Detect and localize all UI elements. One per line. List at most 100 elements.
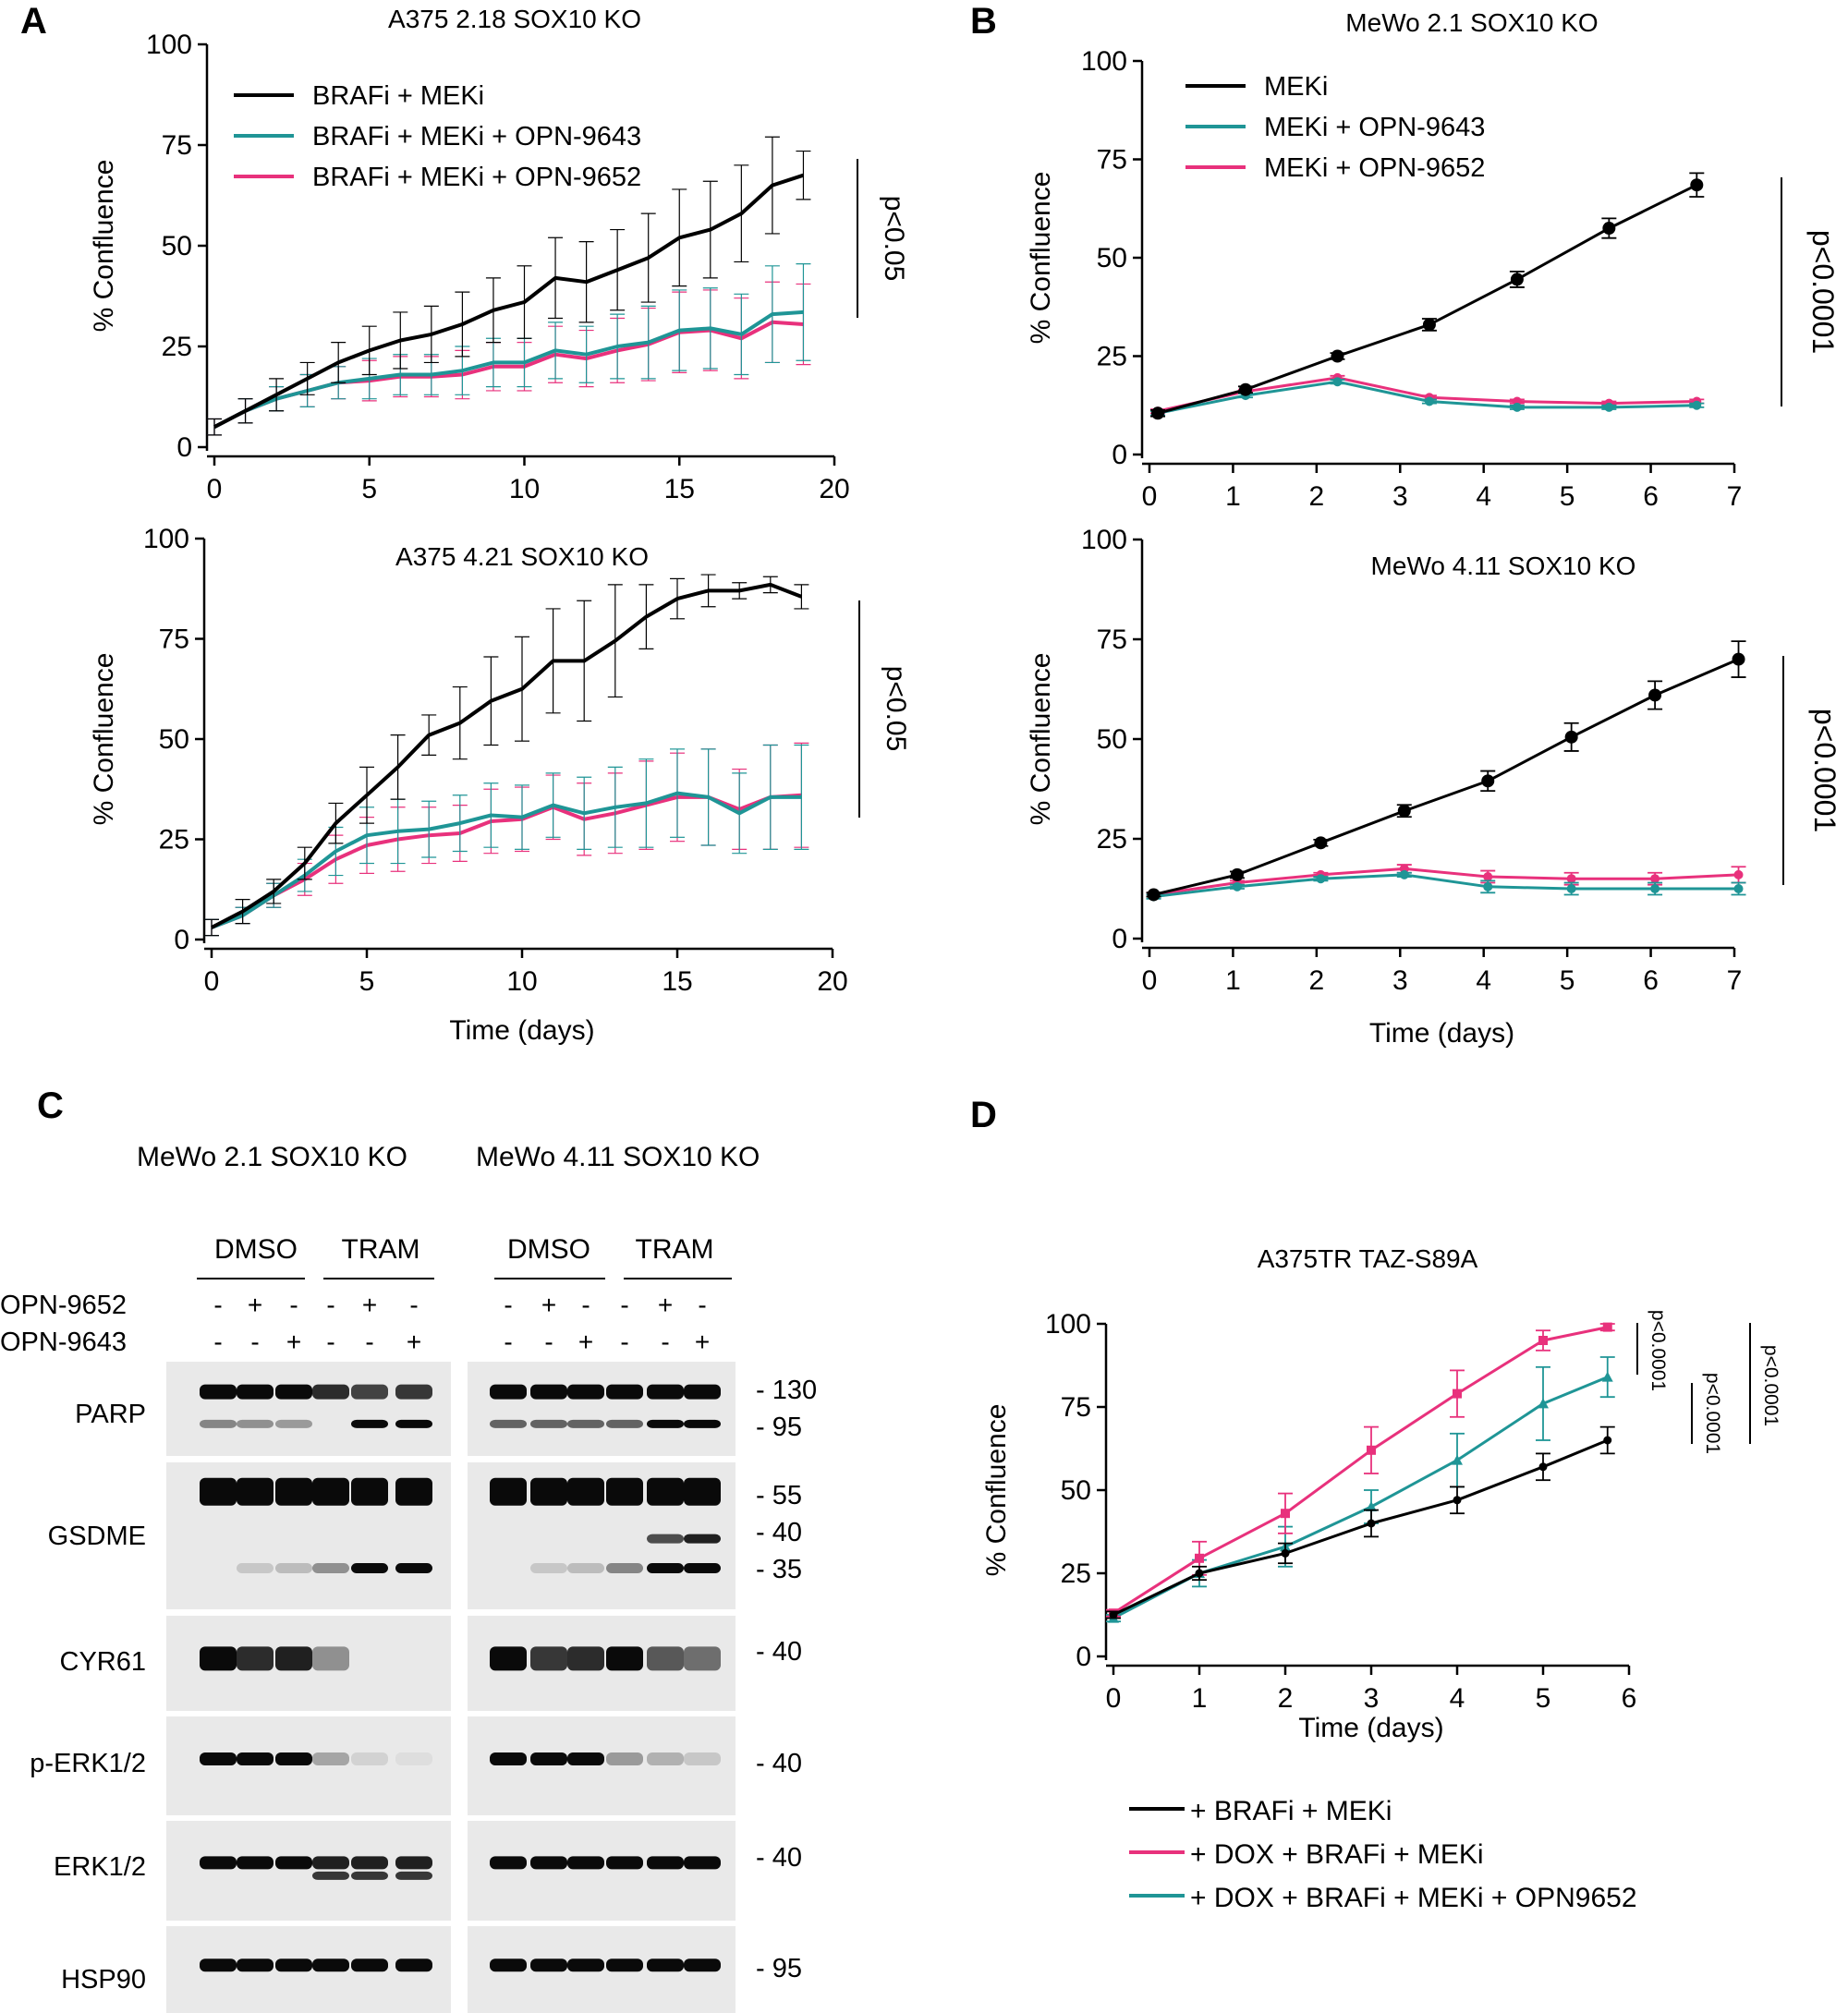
mw-marker: - 55 bbox=[756, 1481, 802, 1510]
series-black bbox=[1106, 1425, 1615, 1619]
blot-band bbox=[351, 1384, 388, 1400]
data-point bbox=[1690, 178, 1704, 192]
blot-band bbox=[200, 1419, 237, 1428]
panel-label-a: A bbox=[20, 1, 47, 42]
series-pink bbox=[1150, 372, 1705, 417]
blot-band bbox=[395, 1871, 432, 1880]
blot-band bbox=[275, 1562, 312, 1573]
blot-band bbox=[567, 1958, 604, 1972]
blot-band bbox=[684, 1958, 721, 1972]
data-point bbox=[1147, 888, 1161, 902]
x-tick-label: 4 bbox=[1450, 1683, 1465, 1714]
data-point bbox=[1481, 774, 1495, 788]
x-tick-label: 2 bbox=[1309, 481, 1325, 512]
y-tick-label: 0 bbox=[1112, 440, 1127, 470]
blot-band bbox=[200, 1384, 237, 1400]
data-point bbox=[1453, 1388, 1462, 1399]
data-point bbox=[1397, 804, 1411, 818]
data-point bbox=[1366, 1501, 1377, 1511]
data-point bbox=[1238, 382, 1252, 396]
data-point bbox=[1399, 869, 1409, 879]
series-line bbox=[1153, 873, 1739, 899]
blot-band bbox=[351, 1856, 388, 1870]
treatment-mark: + bbox=[286, 1328, 301, 1356]
blot-band bbox=[567, 1477, 604, 1506]
blot-band bbox=[490, 1958, 527, 1972]
mw-marker: - 40 bbox=[756, 1843, 802, 1873]
blot-band bbox=[395, 1384, 432, 1400]
y-tick-label: 75 bbox=[1061, 1392, 1091, 1423]
series-line bbox=[213, 309, 804, 429]
chart-title: MeWo 4.11 SOX10 KO bbox=[1371, 552, 1636, 580]
x-tick-label: 0 bbox=[204, 966, 220, 997]
treatment-mark: - bbox=[544, 1328, 553, 1356]
significance-text: p<0.05 bbox=[881, 666, 911, 752]
x-tick-label: 1 bbox=[1192, 1683, 1208, 1714]
blot-band bbox=[530, 1646, 567, 1671]
y-tick-label: 25 bbox=[162, 332, 192, 362]
significance-b-top: p<0.0001 bbox=[1781, 177, 1840, 406]
blot-band bbox=[237, 1856, 274, 1870]
blot-band bbox=[200, 1646, 237, 1671]
data-point bbox=[1602, 1322, 1612, 1332]
chart-title: A375 2.18 SOX10 KO bbox=[388, 5, 641, 33]
blot-band bbox=[606, 1646, 643, 1671]
data-point bbox=[1483, 872, 1493, 882]
x-tick-label: 1 bbox=[1225, 481, 1241, 512]
data-point bbox=[1564, 730, 1578, 744]
series-line bbox=[213, 173, 805, 429]
data-point bbox=[1733, 869, 1744, 879]
data-point bbox=[1538, 1462, 1548, 1472]
x-tick-label: 7 bbox=[1727, 965, 1743, 996]
data-point bbox=[1538, 1336, 1548, 1345]
legend-label: BRAFi + MEKi + OPN-9643 bbox=[312, 122, 641, 152]
treatment-label: OPN-9643 bbox=[0, 1328, 127, 1357]
data-point bbox=[1602, 222, 1616, 236]
data-point bbox=[1648, 688, 1662, 702]
data-point bbox=[1604, 402, 1614, 412]
protein-label: GSDME bbox=[48, 1522, 146, 1551]
blot-band bbox=[312, 1958, 349, 1972]
mw-marker: - 35 bbox=[756, 1555, 802, 1584]
y-tick-label: 75 bbox=[162, 130, 192, 161]
mw-marker: - 40 bbox=[756, 1749, 802, 1778]
blot-band bbox=[395, 1419, 432, 1428]
blot-band bbox=[647, 1752, 684, 1766]
blot-image bbox=[468, 1362, 736, 1456]
blot-band bbox=[351, 1958, 388, 1972]
blot-band bbox=[606, 1477, 643, 1506]
y-tick-label: 0 bbox=[1076, 1642, 1091, 1672]
data-point bbox=[1566, 874, 1576, 884]
blot-band bbox=[647, 1534, 684, 1544]
blot-band bbox=[237, 1419, 274, 1428]
blot-group-title: MeWo 2.1 SOX10 KO bbox=[137, 1142, 407, 1172]
chart-mewo-2-1: 0 25 50 75 100 0 1 2 3 4 5 6 7 MeWo 2.1 SOX10 KO % Con… bbox=[1026, 8, 1742, 512]
x-tick-label: 4 bbox=[1476, 965, 1491, 996]
blot-band bbox=[567, 1419, 604, 1428]
blot-band bbox=[395, 1856, 432, 1870]
treatment-mark: - bbox=[365, 1328, 373, 1356]
blot-band bbox=[237, 1562, 274, 1573]
series-line bbox=[211, 582, 803, 929]
treatment-mark: - bbox=[409, 1291, 418, 1319]
blot-band bbox=[351, 1477, 388, 1506]
x-tick-label: 20 bbox=[817, 966, 847, 997]
mw-marker: - 95 bbox=[756, 1954, 802, 1983]
blot-band bbox=[351, 1752, 388, 1766]
blot-band bbox=[237, 1752, 274, 1766]
y-axis-label: % Confluence bbox=[1026, 172, 1056, 345]
protein-label: HSP90 bbox=[61, 1965, 146, 1995]
blot-band bbox=[530, 1384, 567, 1400]
legend-label: BRAFi + MEKi + OPN-9652 bbox=[312, 163, 641, 192]
blot-band bbox=[490, 1477, 527, 1506]
y-tick-label: 0 bbox=[174, 925, 189, 955]
blot-band bbox=[684, 1419, 721, 1428]
blot-band bbox=[275, 1856, 312, 1870]
blot-band bbox=[647, 1562, 684, 1573]
chart-a375tr-taz: 0 25 50 75 100 0 1 2 3 4 5 6 A375TR TAZ-S89A % Conflu… bbox=[981, 1244, 1636, 1743]
data-point bbox=[1733, 884, 1744, 893]
data-point bbox=[1195, 1569, 1204, 1578]
x-tick-label: 0 bbox=[207, 474, 223, 504]
blot-band bbox=[567, 1562, 604, 1573]
